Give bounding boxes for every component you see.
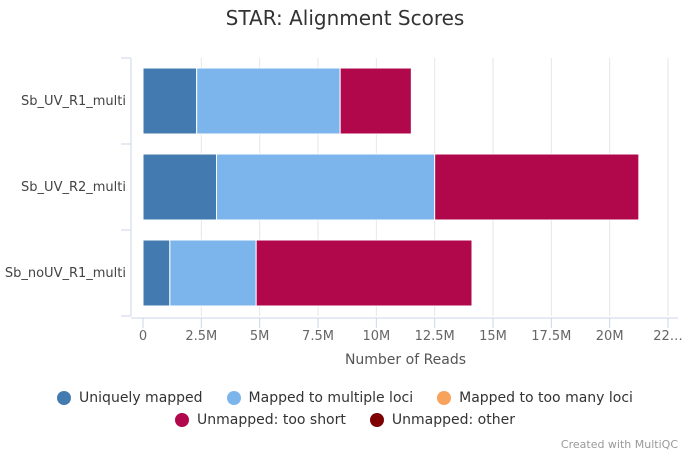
legend-swatch [226, 391, 241, 405]
bar-segment [169, 239, 257, 307]
x-tick-label: 15M [479, 329, 507, 344]
bar-segment [142, 67, 198, 135]
bar-segment [339, 67, 412, 135]
x-tick-label: 12.5M [415, 329, 455, 344]
x-tick-label: 0 [139, 329, 147, 344]
x-tick-label: 7.5M [302, 329, 334, 344]
chart-title: STAR: Alignment Scores [225, 6, 465, 30]
legend-item[interactable]: Mapped to multiple loci [226, 390, 414, 406]
x-tick-label: 20M [596, 329, 624, 344]
legend-label: Mapped to multiple loci [248, 390, 414, 406]
legend-swatch [437, 391, 452, 405]
legend: Uniquely mapped Mapped to multiple loci Ma… [0, 390, 690, 434]
x-tick-label: 5M [250, 329, 270, 344]
legend-item[interactable]: Mapped to too many loci [437, 390, 633, 406]
x-tick-label: 22… [653, 329, 683, 344]
legend-item[interactable]: Unmapped: too short [175, 412, 346, 428]
legend-label: Unmapped: other [391, 412, 515, 428]
bar-segment [142, 153, 217, 221]
legend-item[interactable]: Uniquely mapped [57, 390, 203, 406]
bar-segment [196, 67, 341, 135]
credits-link[interactable]: Created with MultiQC [560, 438, 678, 451]
plot-area: 0 2.5M 5M 7.5M 10M 12.5M 15M 17.5M 20M 22… Number … [5, 57, 683, 368]
bar-segment [142, 239, 171, 307]
x-axis-title: Number of Reads [345, 352, 466, 368]
x-tick-label: 2.5M [185, 329, 217, 344]
legend-row: Uniquely mapped Mapped to multiple loci Ma… [0, 390, 690, 406]
legend-item[interactable]: Unmapped: other [369, 412, 515, 428]
category-label: Sb_UV_R1_multi [21, 94, 126, 109]
bar-segment [216, 153, 436, 221]
legend-label: Unmapped: too short [197, 412, 346, 428]
category-label: Sb_UV_R2_multi [21, 180, 126, 195]
bar-segment [255, 239, 473, 307]
legend-swatch [175, 413, 190, 427]
legend-label: Mapped to too many loci [459, 390, 633, 406]
x-tick-label: 17.5M [531, 329, 571, 344]
category-label: Sb_noUV_R1_multi [5, 266, 126, 281]
legend-swatch [369, 413, 384, 427]
legend-row: Unmapped: too short Unmapped: other [0, 412, 690, 428]
legend-swatch [57, 391, 72, 405]
x-tick-label: 10M [362, 329, 390, 344]
legend-label: Uniquely mapped [79, 390, 203, 406]
bar-segment [434, 153, 640, 221]
